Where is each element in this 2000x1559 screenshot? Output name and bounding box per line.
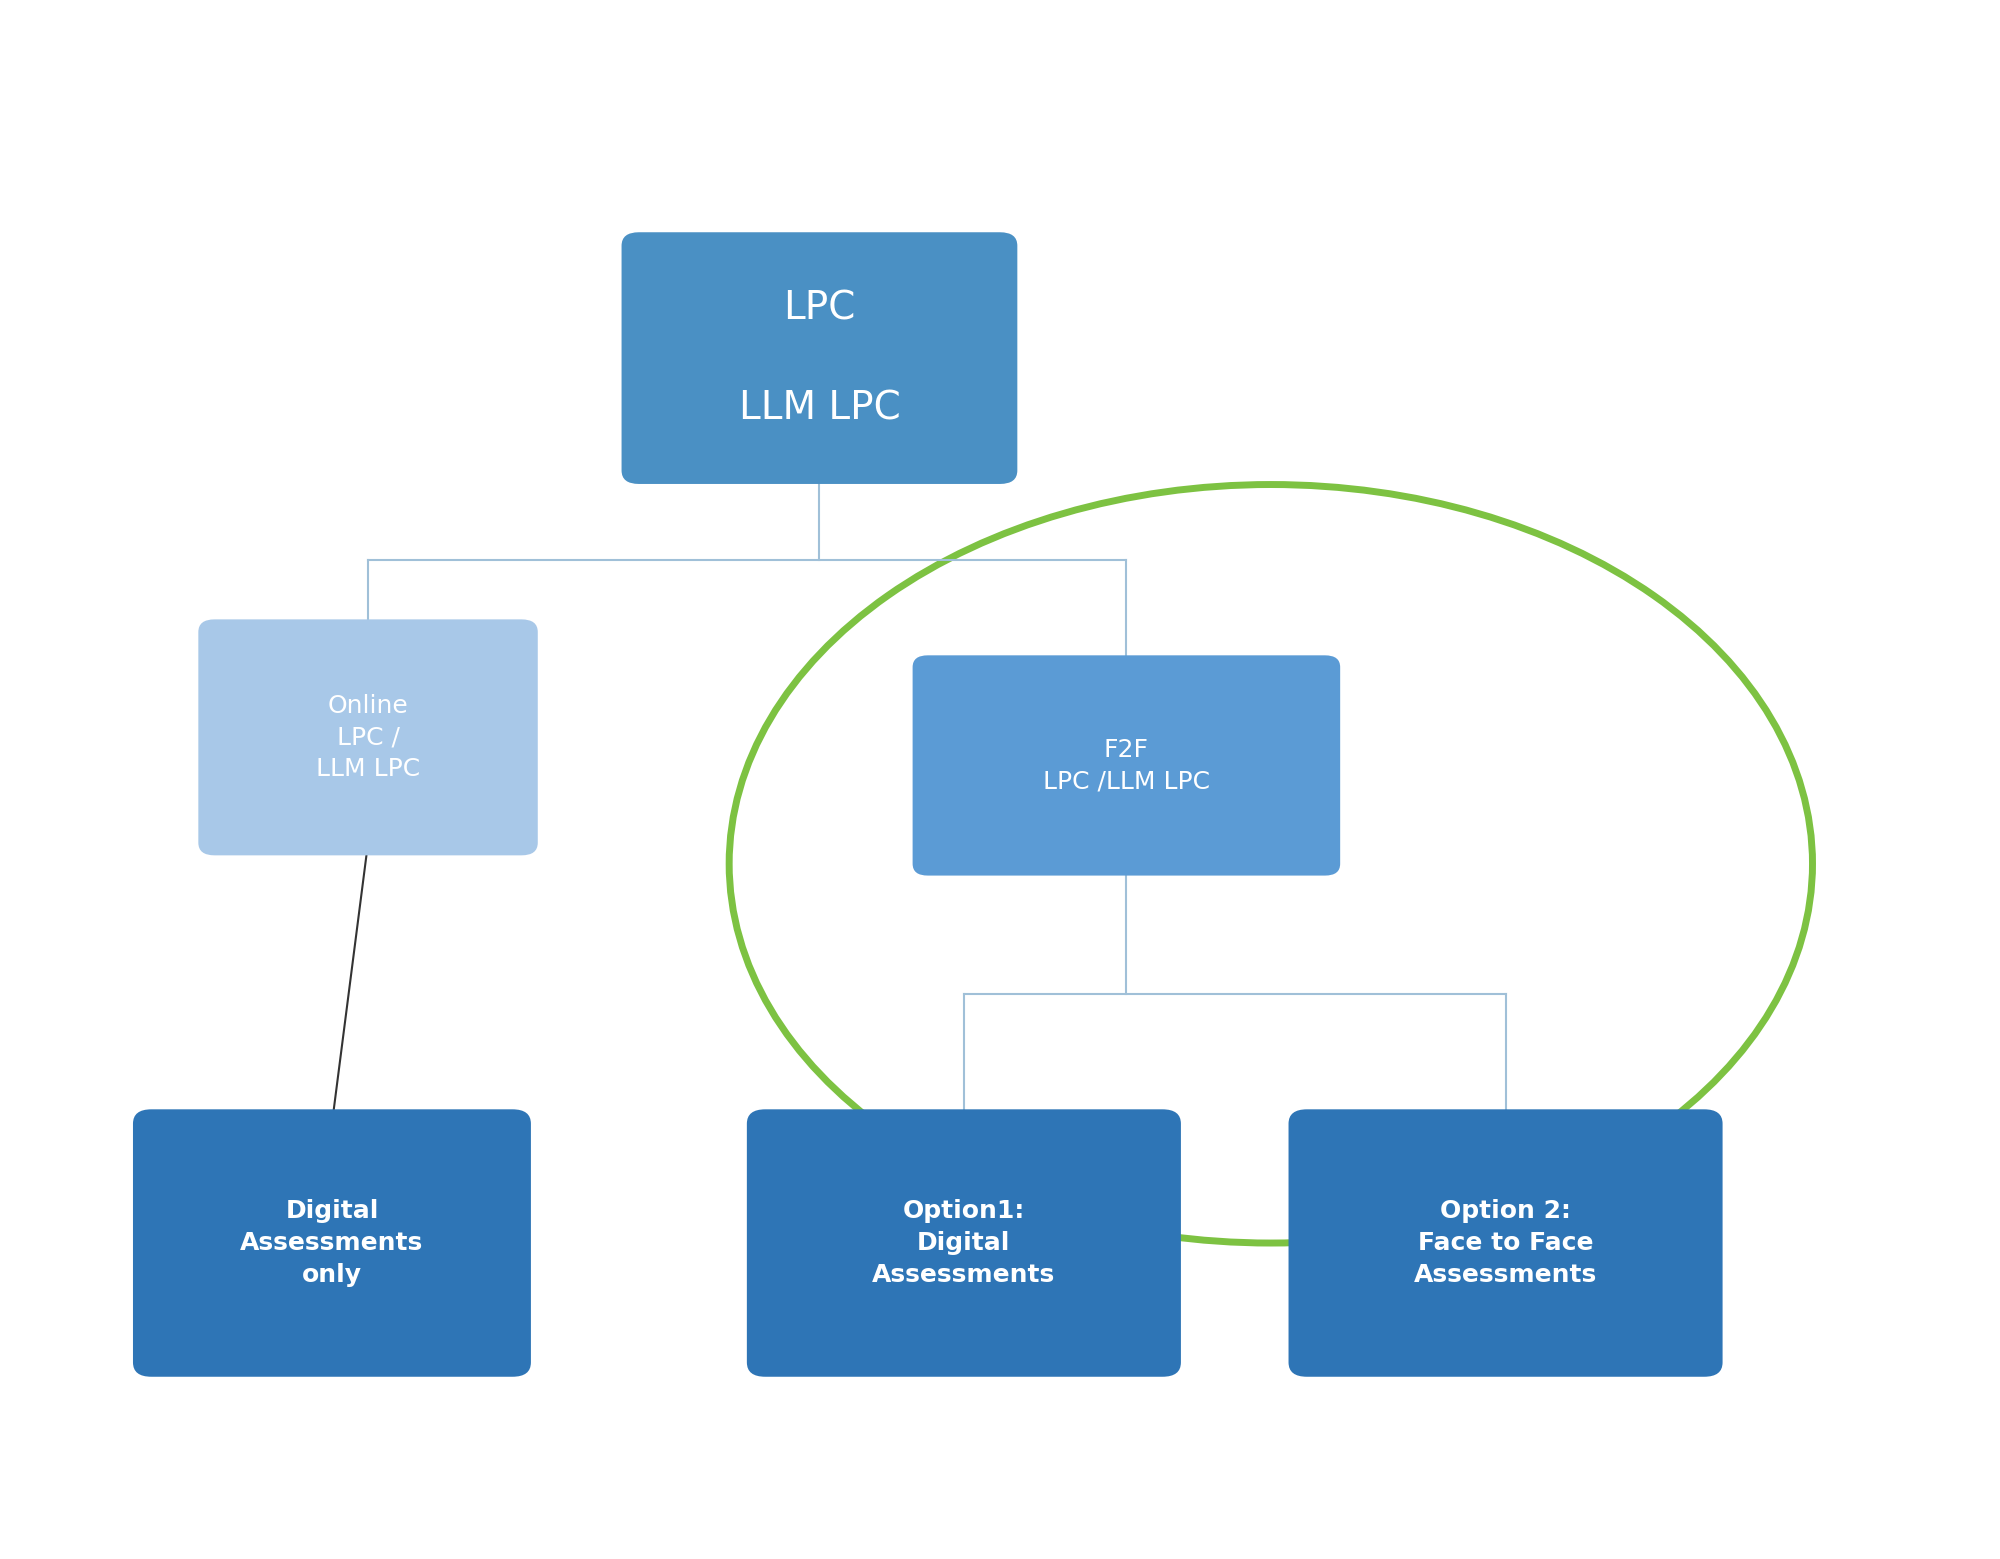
FancyBboxPatch shape [622, 232, 1018, 483]
FancyBboxPatch shape [746, 1110, 1180, 1377]
FancyBboxPatch shape [1288, 1110, 1722, 1377]
Text: Online
LPC /
LLM LPC: Online LPC / LLM LPC [316, 694, 420, 781]
Text: LPC

LLM LPC: LPC LLM LPC [738, 288, 900, 427]
Text: Digital
Assessments
only: Digital Assessments only [240, 1199, 424, 1286]
Text: Option 2:
Face to Face
Assessments: Option 2: Face to Face Assessments [1414, 1199, 1598, 1286]
Text: Option1:
Digital
Assessments: Option1: Digital Assessments [872, 1199, 1056, 1286]
FancyBboxPatch shape [198, 619, 538, 856]
Text: F2F
LPC /LLM LPC: F2F LPC /LLM LPC [1042, 737, 1210, 794]
FancyBboxPatch shape [912, 655, 1340, 876]
FancyBboxPatch shape [132, 1110, 530, 1377]
